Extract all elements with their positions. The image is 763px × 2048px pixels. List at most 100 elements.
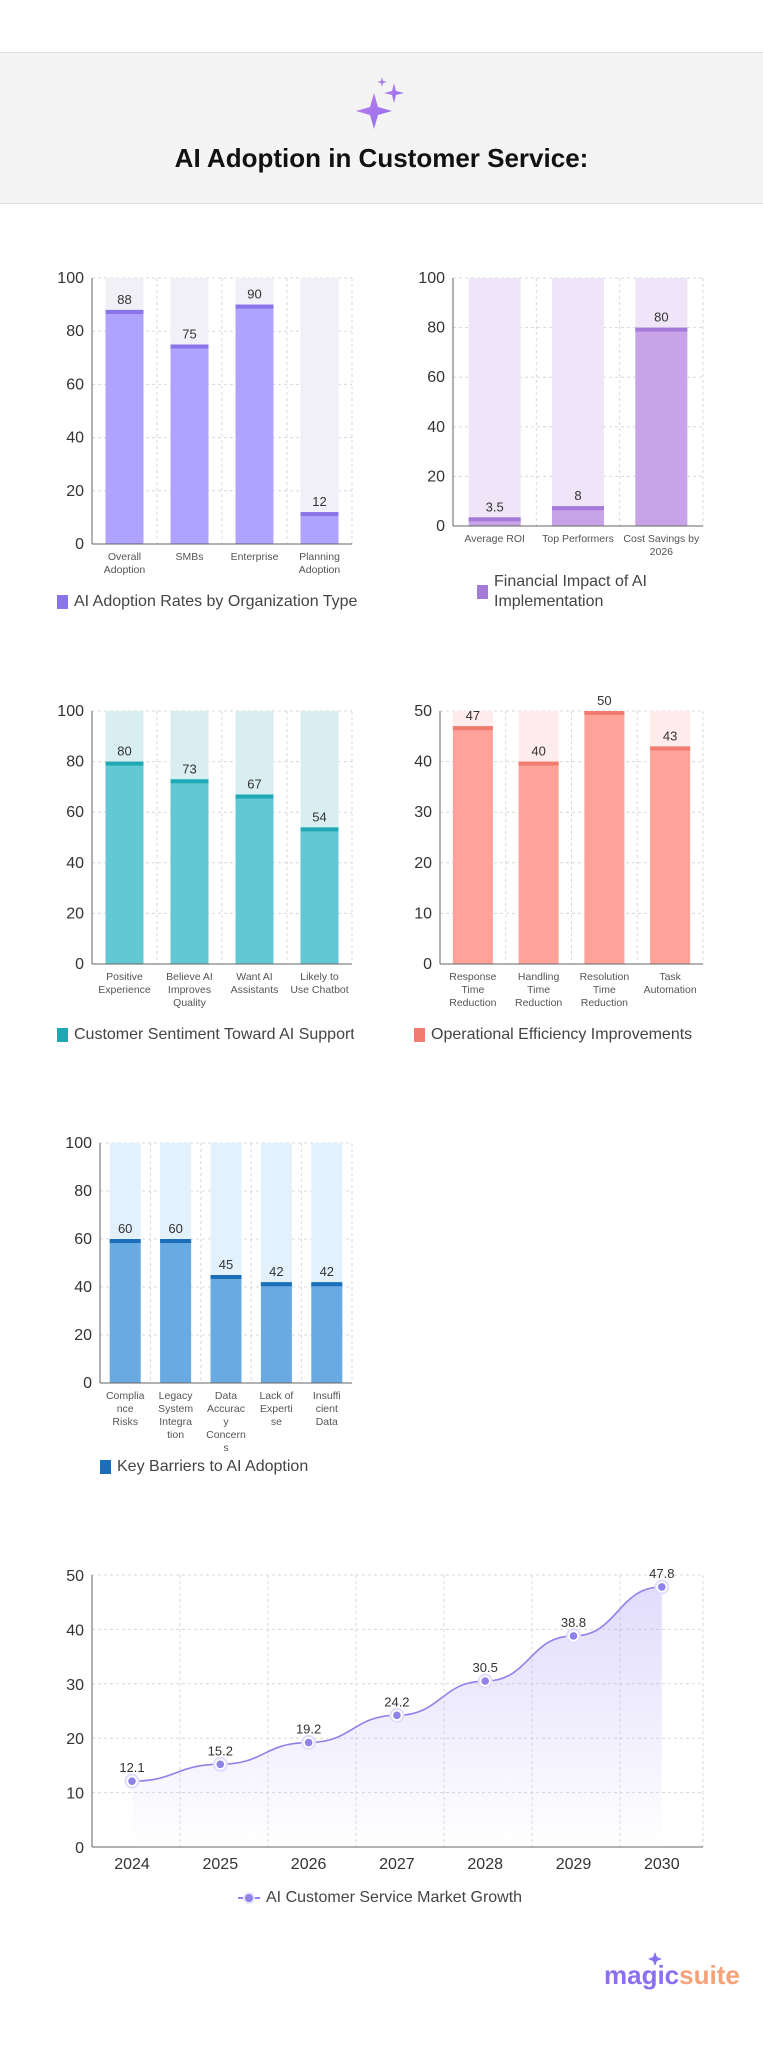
sparkle-icon xyxy=(356,77,404,129)
x-tick-label: Likely to xyxy=(300,971,339,983)
x-tick-label: Adoption xyxy=(299,564,341,576)
x-tick-label: Automation xyxy=(644,984,697,996)
legend-adoption-rates: AI Adoption Rates by Organization Type xyxy=(57,592,357,612)
bar xyxy=(235,794,274,964)
bar xyxy=(109,1239,141,1383)
x-tick-label: Lack of xyxy=(259,1390,293,1402)
y-tick-label: 10 xyxy=(66,1786,84,1803)
bar xyxy=(300,827,339,964)
bar-background xyxy=(300,278,339,544)
data-label: 47 xyxy=(466,708,480,723)
bar xyxy=(210,1275,242,1383)
x-tick-label: Risks xyxy=(112,1416,138,1428)
x-tick-label: 2025 xyxy=(203,1856,239,1873)
x-tick-label: Adoption xyxy=(104,564,146,576)
x-tick-label: Resolution xyxy=(580,971,630,983)
x-tick-label: SMBs xyxy=(175,551,203,563)
y-tick-label: 80 xyxy=(66,754,84,771)
bar-cap xyxy=(210,1275,242,1279)
data-label: 45 xyxy=(219,1257,233,1272)
data-point xyxy=(216,1760,225,1769)
data-label: 24.2 xyxy=(384,1694,409,1709)
bar xyxy=(584,711,625,964)
data-label: 50 xyxy=(597,693,611,708)
data-point xyxy=(304,1738,313,1747)
data-point xyxy=(569,1632,578,1640)
x-tick-label: Believe AI xyxy=(166,971,213,983)
x-tick-label: se xyxy=(271,1416,282,1428)
x-tick-label: nce xyxy=(117,1403,134,1415)
x-tick-label: Want AI xyxy=(236,971,272,983)
legend-swatch xyxy=(477,585,488,599)
x-tick-label: s xyxy=(223,1442,228,1454)
bar-cap xyxy=(311,1282,343,1287)
legend-market-growth: AI Customer Service Market Growth xyxy=(238,1888,522,1908)
data-label: 90 xyxy=(247,287,261,302)
bar-cap xyxy=(468,517,521,522)
y-tick-label: 100 xyxy=(65,1135,92,1152)
legend-swatch xyxy=(100,1460,111,1474)
data-point xyxy=(658,1583,666,1591)
legend-label: AI Adoption Rates by Organization Type xyxy=(74,593,357,610)
data-label: 75 xyxy=(182,327,196,342)
y-tick-label: 20 xyxy=(427,468,445,485)
legend-customer-sentiment: Customer Sentiment Toward AI Support xyxy=(57,1025,354,1045)
y-tick-label: 30 xyxy=(414,804,432,821)
y-tick-label: 20 xyxy=(66,1731,84,1748)
x-tick-label: 2027 xyxy=(379,1856,415,1873)
y-tick-label: 100 xyxy=(57,703,84,720)
y-tick-label: 50 xyxy=(66,1568,84,1585)
x-tick-label: Concern xyxy=(206,1429,246,1441)
data-label: 43 xyxy=(663,728,677,743)
bar-background xyxy=(468,278,521,526)
y-tick-label: 10 xyxy=(414,905,432,922)
brand-name-part2: suite xyxy=(679,1960,740,1990)
bar xyxy=(170,344,209,544)
bar xyxy=(260,1282,292,1383)
legend-key-barriers: Key Barriers to AI Adoption xyxy=(100,1457,308,1477)
y-tick-label: 40 xyxy=(66,1622,84,1639)
data-label: 42 xyxy=(269,1264,283,1279)
x-tick-label: Data xyxy=(215,1390,237,1402)
y-tick-label: 60 xyxy=(74,1231,92,1248)
y-tick-label: 40 xyxy=(414,754,432,771)
bar xyxy=(160,1239,192,1383)
brand-name-part1: magic xyxy=(604,1960,680,1990)
data-label: 88 xyxy=(117,292,131,307)
legend-line-marker xyxy=(238,1892,260,1904)
x-tick-label: Use Chatbot xyxy=(290,984,348,996)
x-tick-label: Improves xyxy=(168,984,211,996)
x-tick-label: Top Performers xyxy=(542,533,614,545)
y-tick-label: 80 xyxy=(427,320,445,337)
x-tick-label: System xyxy=(158,1403,193,1415)
bar-cap xyxy=(160,1239,192,1243)
y-tick-label: 0 xyxy=(83,1375,92,1392)
bar-cap xyxy=(235,304,274,309)
data-label: 67 xyxy=(247,776,261,791)
bar-cap xyxy=(584,711,625,715)
data-point xyxy=(481,1677,490,1685)
bar-cap xyxy=(635,327,688,332)
x-tick-label: Overall xyxy=(108,551,141,563)
data-label: 3.5 xyxy=(486,499,504,514)
x-tick-label: Average ROI xyxy=(464,533,525,545)
data-label: 80 xyxy=(117,744,131,759)
bar xyxy=(105,761,144,964)
data-label: 12 xyxy=(312,494,326,509)
y-tick-label: 100 xyxy=(418,270,445,287)
legend-label: Operational Efficiency Improvements xyxy=(431,1026,693,1043)
brand-logo: magicsuite xyxy=(604,1960,740,1991)
logo-sparkle-icon xyxy=(648,1952,662,1966)
x-tick-label: tion xyxy=(167,1429,184,1441)
bar-cap xyxy=(105,761,144,766)
bar-cap xyxy=(170,344,209,349)
y-tick-label: 0 xyxy=(423,956,432,973)
x-tick-label: Cost Savings by xyxy=(623,533,700,545)
x-tick-label: Positive xyxy=(106,971,143,983)
bar xyxy=(300,512,339,544)
data-label: 40 xyxy=(531,744,545,759)
bar-cap xyxy=(300,827,339,832)
x-tick-label: y xyxy=(223,1416,229,1428)
data-point xyxy=(393,1711,401,1720)
